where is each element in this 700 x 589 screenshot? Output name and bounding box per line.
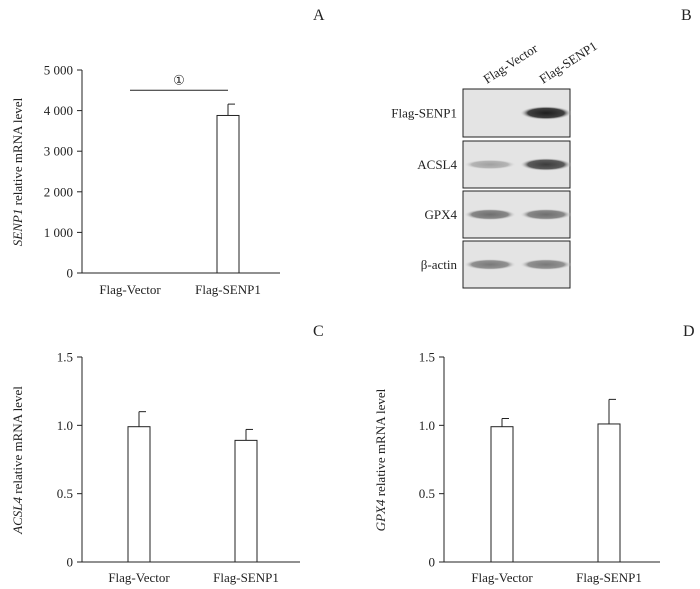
bar-flag-senp1 <box>216 114 240 274</box>
blot-row-label: Flag-SENP1 <box>391 106 457 121</box>
blot-row-label: ACSL4 <box>417 157 457 172</box>
y-tick-label: 2 000 <box>44 184 73 199</box>
blot-band <box>520 208 572 221</box>
bar-flag-senp1 <box>597 423 621 563</box>
panel-label: B <box>681 7 692 24</box>
panel-d-chart: 0 0.5 1.0 1.5 Flag-Vector Flag-SENP1 GPX4 rela… <box>373 323 695 585</box>
y-tick-label: 0.5 <box>419 486 435 501</box>
y-tick-label: 1.0 <box>57 418 73 433</box>
category-label: Flag-SENP1 <box>576 570 642 585</box>
category-label: Flag-SENP1 <box>195 282 261 297</box>
panel-b-western-blot: Flag-SENP1ACSL4GPX4β-actinFlag-VectorFla… <box>391 7 692 289</box>
panel-c-chart: 0 0.5 1.0 1.5 Flag-Vector Flag-SENP1 ACSL4 rel… <box>10 323 324 585</box>
panel-label: C <box>313 323 324 340</box>
panel-label: A <box>313 7 325 24</box>
blot-band <box>520 158 572 171</box>
y-tick-label: 0.5 <box>57 486 73 501</box>
y-axis-label: GPX4 relative mRNA level <box>373 388 388 531</box>
y-tick-label: 0 <box>67 266 74 281</box>
category-label: Flag-SENP1 <box>213 570 279 585</box>
bar-flag-vector <box>127 426 151 563</box>
y-tick-label: 1.5 <box>419 350 435 365</box>
y-tick-label: 1.5 <box>57 350 73 365</box>
blot-band <box>464 208 516 221</box>
bar-flag-senp1 <box>234 439 258 563</box>
category-label: Flag-Vector <box>99 282 161 297</box>
y-tick-label: 0 <box>429 555 436 570</box>
blot-lane-label: Flag-Vector <box>480 40 540 86</box>
y-tick-label: 0 <box>67 555 74 570</box>
blot-row-label: GPX4 <box>424 207 457 222</box>
significance-symbol: ① <box>173 72 185 87</box>
blot-band <box>464 159 516 170</box>
y-tick-label: 4 000 <box>44 103 73 118</box>
blot-band <box>520 106 572 120</box>
y-tick-label: 3 000 <box>44 144 73 159</box>
y-axis-label: ACSL4 relative mRNA level <box>10 386 25 535</box>
blot-band <box>464 259 516 270</box>
blot-row-label: β-actin <box>421 257 458 272</box>
y-axis-label: SENP1 relative mRNA level <box>10 97 25 246</box>
blot-lane-label: Flag-SENP1 <box>536 38 599 86</box>
y-tick-label: 5 000 <box>44 63 73 78</box>
category-label: Flag-Vector <box>471 570 533 585</box>
bar-flag-vector <box>490 426 514 563</box>
y-tick-label: 1 000 <box>44 225 73 240</box>
panel-a-chart: 0 1 000 2 000 3 000 4 000 5 000 Flag-Vector Fla… <box>10 7 325 297</box>
y-tick-label: 1.0 <box>419 418 435 433</box>
panel-label: D <box>683 323 695 340</box>
blot-band <box>520 259 572 270</box>
category-label: Flag-Vector <box>108 570 170 585</box>
